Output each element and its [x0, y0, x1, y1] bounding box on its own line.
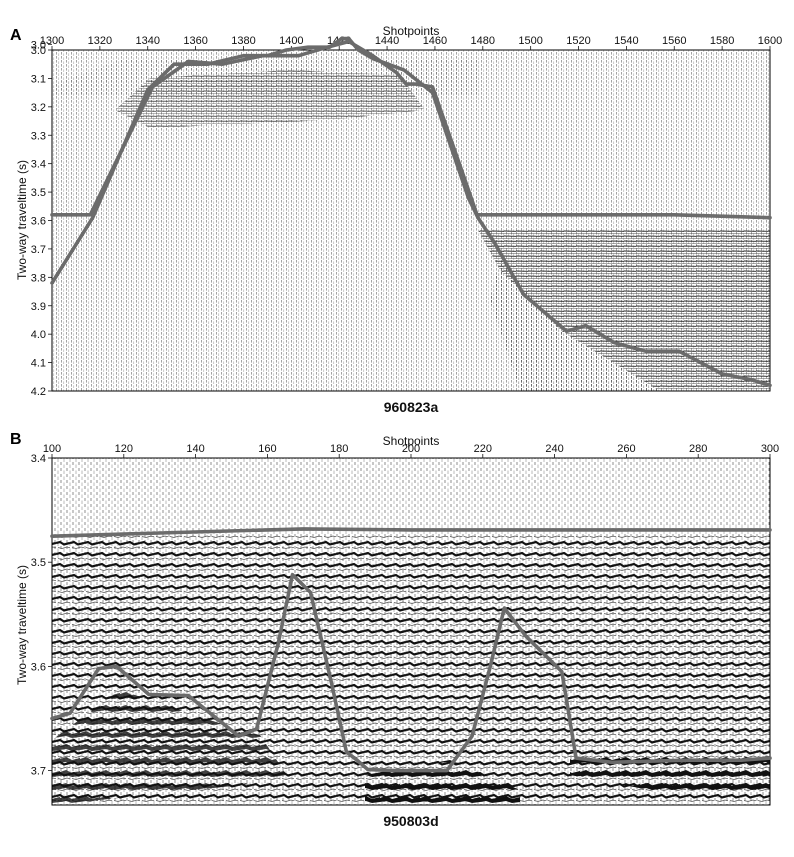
panel-a-y-tick-label: 3.3 [31, 130, 46, 142]
panel-a-x-tick-label: 1340 [135, 35, 159, 47]
panel-a-y-tick-label: 3.0 [31, 39, 46, 51]
panel-b-x-axis-title: Shotpoints [383, 434, 440, 448]
panel-b-x-tick-label: 300 [761, 443, 779, 455]
panel-b-interpretation-line-2 [50, 527, 772, 539]
panel-b-x-tick-label: 160 [258, 443, 276, 455]
panel-a-x-tick-label: 1540 [614, 35, 638, 47]
panel-b-y-axis-title: Two-way traveltime (s) [15, 565, 29, 685]
panel-b-caption: 950803d [383, 813, 438, 829]
panel-a-ticks: 1300 1320 1340 1360 1380 1400 1420 1440 1460 1480… [31, 35, 783, 398]
panel-a-interpretation [50, 36, 772, 388]
panel-b-letter: B [10, 431, 22, 448]
panel-b-x-tick-label: 200 [402, 443, 420, 455]
panel-b-x-tick-label: 280 [689, 443, 707, 455]
panel-a-x-tick-label: 1560 [662, 35, 686, 47]
panel-a-y-tick-label: 3.6 [31, 216, 46, 228]
panel-a-y-tick-label: 3.8 [31, 272, 46, 284]
panel-b-interpretation-line-1 [50, 572, 772, 773]
panel-a-x-tick-label: 1480 [471, 35, 495, 47]
panel-b-x-tick-label: 180 [330, 443, 348, 455]
panel-a-y-tick-label: 3.0 [31, 45, 46, 57]
panel-a-x-tick-label: 1320 [88, 35, 112, 47]
panel-a-y-tick-label: 3.4 [31, 159, 46, 171]
panel-a-letter: A [10, 27, 22, 44]
panel-b-y-tick-label: 3.5 [31, 557, 46, 569]
panel-b-x-tick-label: 100 [43, 443, 61, 455]
panel-a-interpretation-line-3 [476, 213, 772, 220]
panel-a-y-axis-title: Two-way traveltime (s) [15, 160, 29, 280]
panel-a-y-tick-label: 3.7 [31, 244, 46, 256]
panel-a-x-tick-label: 1360 [183, 35, 207, 47]
panel-a-x-tick-label: 1460 [423, 35, 447, 47]
panel-b-x-tick-label: 260 [617, 443, 635, 455]
panel-a-y-tick-label: 4.0 [31, 329, 46, 341]
panel-b-y-tick-label: 3.7 [31, 766, 46, 778]
panel-a-x-tick-label: 1520 [566, 35, 590, 47]
panel-b-x-tick-label: 220 [474, 443, 492, 455]
panel-a-interpretation-line-2 [50, 39, 480, 220]
panel-b-interpretation [50, 527, 772, 773]
panel-b-x-tick-label: 140 [186, 443, 204, 455]
panel-a-x-tick-label: 1380 [231, 35, 255, 47]
panel-a-y-tick-label: 4.1 [31, 358, 46, 370]
panel-a: A 1300 1320 1340 1360 1380 1400 1420 1440 1460 14… [10, 24, 782, 415]
panel-a-x-tick-label: 1600 [758, 35, 782, 47]
panel-b-seismic-texture [52, 458, 770, 805]
panel-a-x-tick-label: 1400 [279, 35, 303, 47]
panel-a-y-tick-label: 4.2 [31, 386, 46, 398]
panel-a-interpretation-line-1 [50, 36, 772, 388]
panel-b-x-tick-label: 240 [545, 443, 563, 455]
panel-a-x-axis-title: Shotpoints [383, 24, 440, 38]
panel-a-x-tick-label: 1440 [375, 35, 399, 47]
panel-b-y-tick-label: 3.6 [31, 661, 46, 673]
panel-a-y-tick-label: 3.9 [31, 301, 46, 313]
panel-a-y-tick-label: 3.5 [31, 187, 46, 199]
panel-a-x-tick-label: 1300 [40, 35, 64, 47]
panel-b-ticks: 100 120 140 160 180 200 220 240 260 280 300 3.4 3.5 3… [31, 443, 779, 778]
panel-a-y-tick-label: 3.1 [31, 73, 46, 85]
panel-a-x-tick-label: 1500 [518, 35, 542, 47]
panel-a-x-tick-label: 1580 [710, 35, 734, 47]
panel-a-seismic-texture [52, 50, 770, 391]
panel-b: B 100 120 140 160 180 200 220 240 260 280 300 3.4 3.… [10, 431, 779, 829]
panel-a-caption: 960823a [384, 399, 439, 415]
panel-a-y-tick-label: 3.2 [31, 102, 46, 114]
panel-b-y-tick-label: 3.4 [31, 453, 46, 465]
panel-b-x-tick-label: 120 [115, 443, 133, 455]
